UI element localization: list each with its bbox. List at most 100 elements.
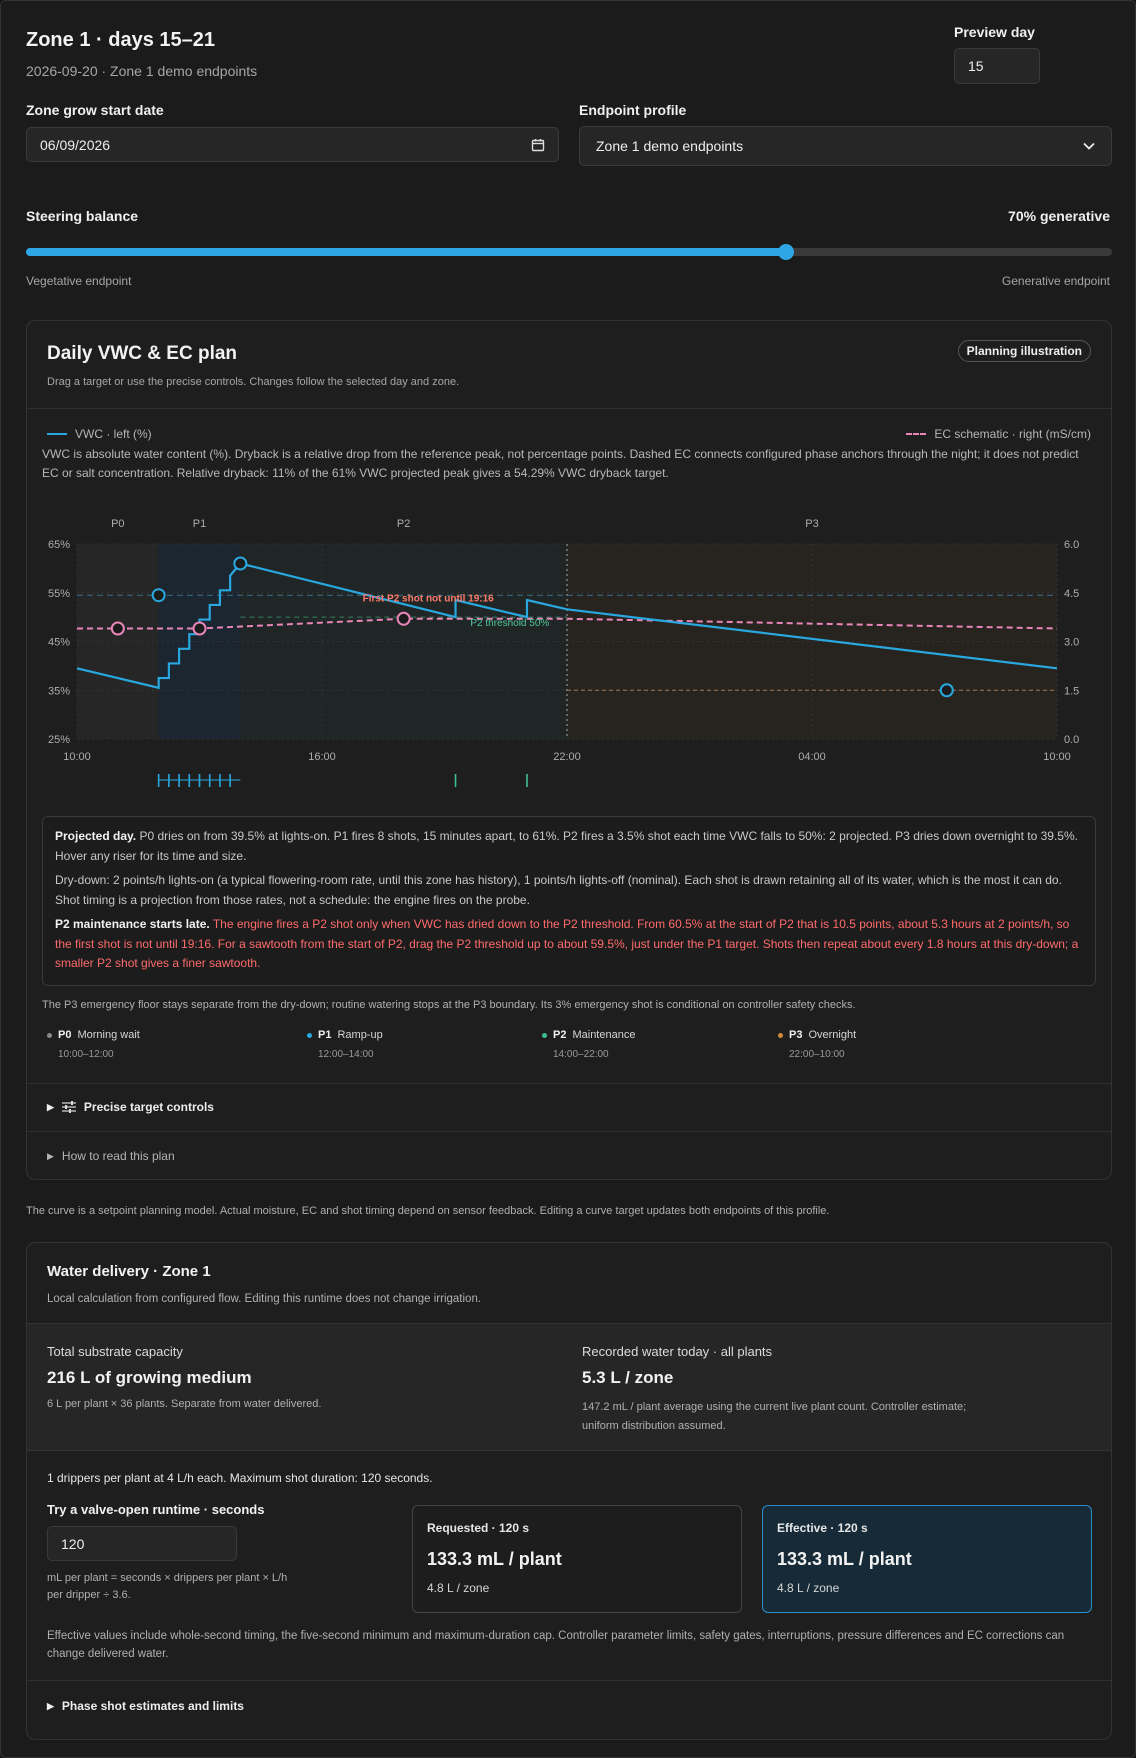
effective-value: 133.3 mL / plant xyxy=(777,1549,912,1569)
divider xyxy=(27,1083,1111,1084)
endpoint-profile-value: Zone 1 demo endpoints xyxy=(596,138,744,154)
generative-endpoint-label: Generative endpoint xyxy=(1001,274,1110,288)
water-delivery-title: Water delivery · Zone 1 xyxy=(47,1263,211,1280)
runtime-formula-line2: per dripper ÷ 3.6. xyxy=(47,1589,131,1601)
phase-name: Morning wait xyxy=(77,1029,140,1041)
runtime-formula: mL per plant = seconds × drippers per pl… xyxy=(47,1570,287,1604)
y-right-tick: 4.5 xyxy=(1064,588,1079,600)
effective-note: Effective values include whole-second ti… xyxy=(47,1630,1065,1660)
p2-warning-text: P2 maintenance starts late. The engine f… xyxy=(55,915,1083,974)
runtime-value: 120 xyxy=(61,1535,85,1552)
water-delivery-desc: Local calculation from configured flow. … xyxy=(47,1293,482,1305)
p3-note: The P3 emergency floor stays separate fr… xyxy=(42,999,856,1011)
y-left-tick: 45% xyxy=(48,637,70,649)
effective-zone: 4.8 L / zone xyxy=(777,1581,840,1595)
runtime-input[interactable]: 120 xyxy=(47,1526,237,1561)
y-right-tick: 3.0 xyxy=(1064,637,1079,649)
phase-code: P3 xyxy=(789,1029,803,1041)
ec-target-handle[interactable] xyxy=(110,621,125,636)
y-left-tick: 55% xyxy=(48,588,70,600)
precise-target-controls-toggle[interactable]: ▶ Precise target controls xyxy=(47,1100,214,1114)
requested-label: Requested · 120 s xyxy=(427,1521,530,1535)
capacity-panel: Total substrate capacity 216 L of growin… xyxy=(27,1323,1111,1451)
phase-dot-icon xyxy=(307,1032,312,1038)
legend-ec: EC schematic · right (mS/cm) xyxy=(906,427,1091,441)
effective-card: Effective · 120 s 133.3 mL / plant 4.8 L… xyxy=(762,1505,1092,1613)
calendar-icon[interactable] xyxy=(531,138,545,152)
phase-time: 10:00–12:00 xyxy=(58,1049,114,1060)
legend-vwc-label: VWC · left (%) xyxy=(75,427,152,441)
runtime-formula-line1: mL per plant = seconds × drippers per pl… xyxy=(47,1572,288,1584)
phase-item-p1: P1 Ramp-up 12:00–14:00 xyxy=(307,1029,383,1060)
legend-ec-swatch xyxy=(906,433,927,435)
phase-name: Maintenance xyxy=(572,1029,636,1041)
y-left-tick: 65% xyxy=(48,539,70,551)
y-right-tick: 6.0 xyxy=(1064,539,1079,551)
y-left-tick: 35% xyxy=(48,685,70,697)
steering-slider-fill xyxy=(26,248,787,256)
dry-down-text: Dry-down: 2 points/h lights-on (a typica… xyxy=(55,873,1062,907)
p2-late-annotation: First P2 shot not until 19:16 xyxy=(363,594,495,605)
plan-card: Daily VWC & EC plan Planning illustratio… xyxy=(26,320,1112,1180)
divider xyxy=(27,1680,1111,1681)
projected-day-text: Projected day. P0 dries on from 39.5% at… xyxy=(55,827,1083,866)
y-right-tick: 0.0 xyxy=(1064,734,1079,746)
vwc-ec-chart[interactable]: P0 P1 P2 P3 65% 6.0 55% 4.5 45% 3.0 35% 1.5 25% 0.0 10… xyxy=(27,496,1111,796)
capacity-value: 216 L of growing medium xyxy=(47,1368,252,1387)
requested-card: Requested · 120 s 133.3 mL / plant 4.8 L… xyxy=(412,1505,742,1613)
p2-warning-body: The engine fires a P2 shot only when VWC… xyxy=(55,917,1079,970)
phase-label: P1 xyxy=(193,518,206,530)
projected-day-body: P0 dries on from 39.5% at lights-on. P1 … xyxy=(55,829,1078,863)
steering-slider-track[interactable] xyxy=(26,244,1112,260)
ec-target-handle[interactable] xyxy=(396,611,411,626)
phase-code: P1 xyxy=(318,1029,332,1041)
phase-name: Ramp-up xyxy=(337,1029,383,1041)
preview-day-input[interactable]: 15 xyxy=(954,48,1040,84)
divider xyxy=(27,408,1111,409)
vwc-target-handle[interactable] xyxy=(939,683,954,698)
requested-zone: 4.8 L / zone xyxy=(427,1581,490,1595)
legend-vwc: VWC · left (%) xyxy=(47,427,152,441)
steering-label: Steering balance xyxy=(26,208,139,224)
phase-label: P2 xyxy=(397,518,410,530)
ec-target-handle[interactable] xyxy=(192,621,207,636)
x-tick: 22:00 xyxy=(553,751,581,763)
recorded-water-note-line2: uniform distribution assumed. xyxy=(582,1420,726,1432)
sliders-icon xyxy=(61,1101,76,1113)
plan-title: Daily VWC & EC plan xyxy=(47,343,238,364)
x-tick: 16:00 xyxy=(308,751,336,763)
phase-item-p3: P3 Overnight 22:00–10:00 xyxy=(778,1029,856,1060)
endpoint-profile-select[interactable]: Zone 1 demo endpoints xyxy=(579,126,1112,166)
vwc-target-handle[interactable] xyxy=(151,588,166,603)
phase-dot-icon xyxy=(47,1032,52,1038)
phase-item-p2: P2 Maintenance 14:00–22:00 xyxy=(542,1029,635,1060)
phase-code: P2 xyxy=(553,1029,567,1041)
disclosure-triangle-icon: ▶ xyxy=(47,1150,54,1161)
phase-shot-estimates-toggle[interactable]: ▶ Phase shot estimates and limits xyxy=(47,1699,244,1713)
start-date-value: 06/09/2026 xyxy=(40,136,111,153)
p2-warning-heading: P2 maintenance starts late. xyxy=(55,917,210,931)
phase-label: P0 xyxy=(111,518,124,530)
steering-slider-thumb[interactable] xyxy=(778,244,795,260)
x-tick: 10:00 xyxy=(1043,751,1071,763)
disclosure-triangle-icon: ▶ xyxy=(47,1700,54,1711)
phase-time: 22:00–10:00 xyxy=(789,1049,845,1060)
requested-value: 133.3 mL / plant xyxy=(427,1549,562,1569)
curve-footnote: The curve is a setpoint planning model. … xyxy=(26,1205,830,1217)
y-right-tick: 1.5 xyxy=(1064,685,1079,697)
recorded-water-note: 147.2 mL / plant average using the curre… xyxy=(582,1398,966,1436)
start-date-input[interactable]: 06/09/2026 xyxy=(26,127,559,162)
x-tick: 10:00 xyxy=(63,751,91,763)
how-to-read-toggle[interactable]: ▶ How to read this plan xyxy=(47,1149,175,1163)
start-date-label: Zone grow start date xyxy=(26,102,164,118)
phase-shot-estimates-label: Phase shot estimates and limits xyxy=(61,1699,244,1713)
recorded-water-label: Recorded water today · all plants xyxy=(582,1344,773,1359)
effective-label: Effective · 120 s xyxy=(777,1521,868,1535)
vwc-target-handle[interactable] xyxy=(233,556,248,571)
plan-description: Drag a target or use the precise control… xyxy=(47,376,460,388)
divider xyxy=(27,1131,1111,1132)
how-to-read-label: How to read this plan xyxy=(61,1149,175,1163)
page-subtitle: 2026-09-20 · Zone 1 demo endpoints xyxy=(26,63,258,79)
capacity-label: Total substrate capacity xyxy=(47,1344,183,1359)
